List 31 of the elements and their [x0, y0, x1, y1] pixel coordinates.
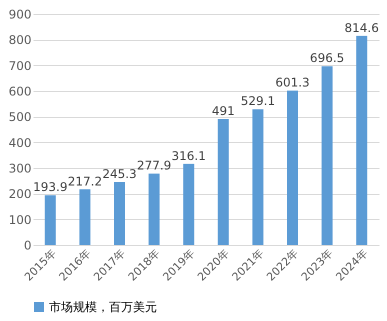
data-label: 277.9: [136, 158, 172, 173]
bar: [79, 189, 90, 245]
bar: [114, 182, 125, 245]
y-tick-label: 0: [24, 238, 32, 252]
y-tick-label: 400: [8, 136, 32, 150]
bar: [148, 174, 160, 245]
y-tick-label: 700: [8, 58, 32, 73]
y-tick-label: 800: [8, 33, 32, 48]
bar: [252, 109, 264, 245]
legend-label: 市场规模，百万美元: [49, 300, 157, 314]
bar: [44, 195, 56, 245]
y-tick-label: 600: [8, 84, 32, 98]
bar: [322, 66, 333, 245]
data-label: 601.3: [275, 76, 310, 90]
y-tick-label: 100: [8, 212, 32, 227]
data-label: 696.5: [310, 51, 344, 66]
data-label: 217.2: [68, 174, 102, 188]
y-tick-label: 900: [8, 8, 32, 22]
data-label: 193.9: [33, 180, 68, 194]
data-label: 316.1: [172, 148, 206, 163]
bar: [218, 118, 229, 245]
bar: [183, 164, 194, 245]
y-tick-label: 500: [8, 110, 32, 124]
y-tick-label: 300: [8, 162, 32, 176]
data-label: 814.6: [344, 20, 379, 35]
data-label: 245.3: [102, 167, 137, 182]
bar: [356, 36, 368, 245]
bar: [287, 90, 298, 245]
y-tick-label: 200: [8, 187, 32, 202]
data-label: 529.1: [240, 94, 276, 108]
data-label: 491: [212, 104, 235, 118]
